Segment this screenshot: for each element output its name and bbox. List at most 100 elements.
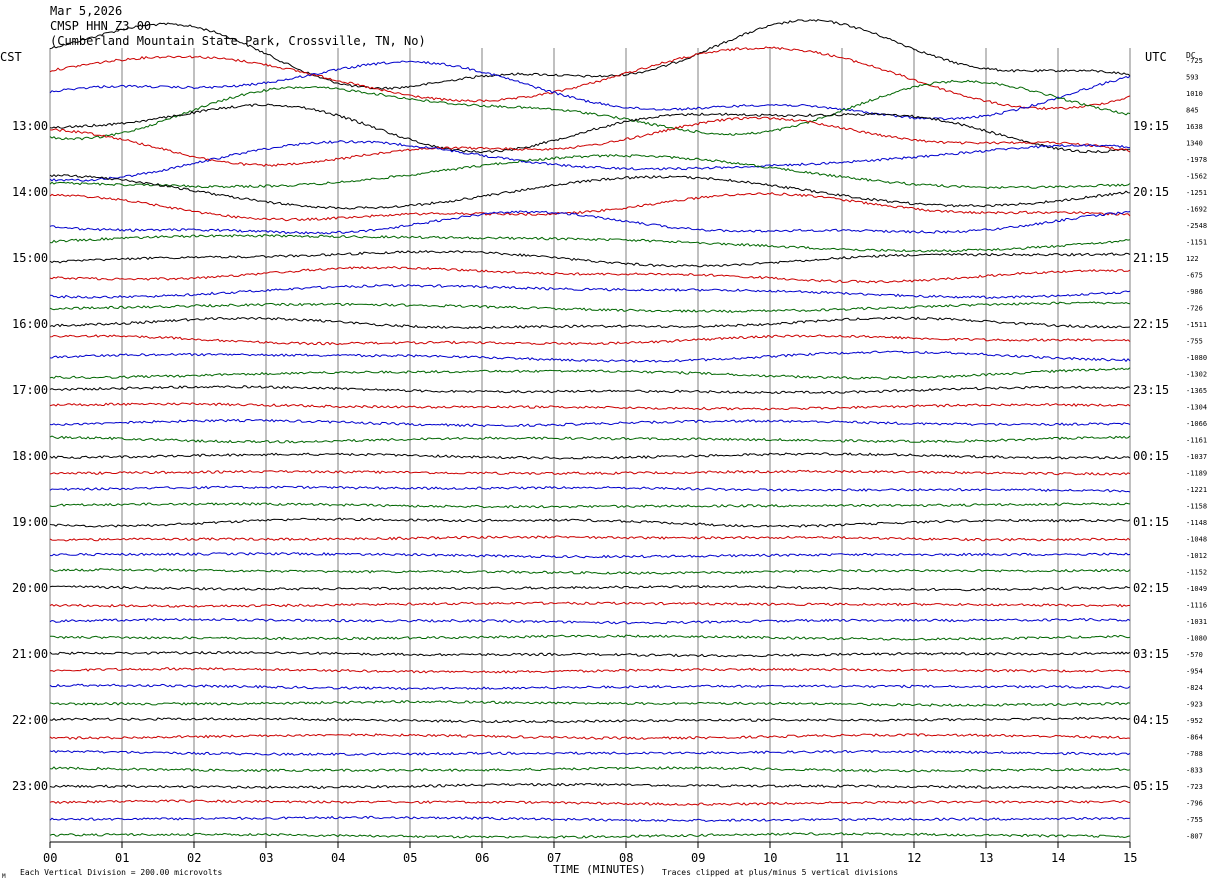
trace-line [49, 799, 1131, 806]
left-hour-label: 20:00 [12, 581, 48, 595]
trace-line [49, 832, 1131, 839]
dc-offset-label: -952 [1186, 717, 1203, 725]
trace-line [49, 749, 1131, 757]
left-hour-label: 21:00 [12, 647, 48, 661]
trace-line [49, 766, 1131, 773]
clip-note: Traces clipped at plus/minus 5 vertical … [662, 868, 898, 877]
right-hour-label: 04:15 [1133, 713, 1169, 727]
x-tick-label: 12 [907, 851, 921, 865]
dc-offset-label: -1080 [1186, 354, 1207, 362]
dc-offset-label: -755 [1186, 338, 1203, 346]
dc-offset-label: -1037 [1186, 453, 1207, 461]
dc-offset-label: -1048 [1186, 536, 1207, 544]
dc-offset-label: 1638 [1186, 123, 1203, 131]
left-hour-label: 15:00 [12, 251, 48, 265]
x-tick-label: 04 [331, 851, 345, 865]
dc-offset-label: -833 [1186, 767, 1203, 775]
trace-lines [49, 19, 1131, 839]
trace-line [49, 815, 1131, 823]
dc-offset-label: -1562 [1186, 173, 1207, 181]
dc-offset-label: -986 [1186, 288, 1203, 296]
dc-offset-label: -1148 [1186, 519, 1207, 527]
left-hour-label: 23:00 [12, 779, 48, 793]
trace-line [49, 452, 1131, 460]
scale-note: Each Vertical Division = 200.00 microvol… [20, 868, 222, 877]
x-tick-label: 08 [619, 851, 633, 865]
trace-line [49, 601, 1131, 608]
trace-line [49, 367, 1131, 380]
trace-line [49, 634, 1131, 641]
dc-offset-label: -1365 [1186, 387, 1207, 395]
dc-offset-label: 593 [1186, 74, 1199, 82]
trace-line [49, 502, 1131, 509]
trace-line [49, 733, 1131, 740]
x-tick-label: 02 [187, 851, 201, 865]
dc-offset-label: -675 [1186, 272, 1203, 280]
right-hour-label: 19:15 [1133, 119, 1169, 133]
axis-labels: 00 01 02 03 04 05 06 07 08 09 10 11 12 13 14 15 -725 593 1… [12, 57, 1207, 865]
left-hour-label: 22:00 [12, 713, 48, 727]
right-hour-label: 23:15 [1133, 383, 1169, 397]
trace-line [49, 617, 1131, 625]
dc-offset-label: -1511 [1186, 321, 1207, 329]
trace-line [49, 584, 1131, 592]
dc-offset-label: -1978 [1186, 156, 1207, 164]
x-tick-label: 10 [763, 851, 777, 865]
dc-offset-label: -1116 [1186, 602, 1207, 610]
right-hour-label: 02:15 [1133, 581, 1169, 595]
dc-offset-label: -796 [1186, 800, 1203, 808]
dc-offset-label: -864 [1186, 734, 1203, 742]
left-hour-label: 17:00 [12, 383, 48, 397]
dc-column-label: DC [1186, 51, 1196, 60]
trace-line [49, 385, 1131, 395]
x-tick-label: 05 [403, 851, 417, 865]
trace-line [49, 283, 1131, 299]
trace-line [49, 667, 1131, 674]
right-hour-label: 01:15 [1133, 515, 1169, 529]
trace-line [49, 782, 1131, 790]
left-timezone-label: CST [0, 50, 22, 64]
right-hour-label: 05:15 [1133, 779, 1169, 793]
dc-offset-label: -923 [1186, 701, 1203, 709]
dc-offset-label: -1049 [1186, 585, 1207, 593]
dc-offset-label: -723 [1186, 783, 1203, 791]
x-tick-label: 03 [259, 851, 273, 865]
trace-line [49, 418, 1131, 428]
trace-line [49, 174, 1131, 210]
x-tick-label: 14 [1051, 851, 1065, 865]
dc-offset-label: -1152 [1186, 569, 1207, 577]
trace-line [49, 265, 1131, 284]
trace-line [50, 551, 1131, 559]
dc-offset-label: -755 [1186, 816, 1203, 824]
dc-offset-label: -1012 [1186, 552, 1207, 560]
dc-offset-label: 1340 [1186, 140, 1203, 148]
dc-offset-label: -726 [1186, 305, 1203, 313]
x-tick-label: 13 [979, 851, 993, 865]
dc-offset-label: -2548 [1186, 222, 1207, 230]
trace-line [49, 210, 1131, 235]
trace-line [49, 568, 1131, 575]
corner-mark: M [2, 873, 6, 880]
trace-line [49, 535, 1131, 542]
right-hour-label: 03:15 [1133, 647, 1169, 661]
trace-line [49, 435, 1131, 444]
dc-offset-label: -1031 [1186, 618, 1207, 626]
dc-offset-label: 1010 [1186, 90, 1203, 98]
dc-offset-label: -1151 [1186, 239, 1207, 247]
trace-line [49, 350, 1131, 363]
x-axis-title: TIME (MINUTES) [553, 863, 646, 876]
dc-offset-label: -1251 [1186, 189, 1207, 197]
right-hour-label: 21:15 [1133, 251, 1169, 265]
left-hour-label: 14:00 [12, 185, 48, 199]
x-tick-label: 09 [691, 851, 705, 865]
x-tick-label: 07 [547, 851, 561, 865]
trace-line [49, 683, 1131, 691]
x-tick-label: 11 [835, 851, 849, 865]
right-hour-label: 22:15 [1133, 317, 1169, 331]
dc-offset-label: -1304 [1186, 404, 1207, 412]
left-hour-label: 16:00 [12, 317, 48, 331]
dc-offset-label: -824 [1186, 684, 1203, 692]
trace-line [49, 716, 1131, 724]
trace-line [49, 469, 1131, 476]
